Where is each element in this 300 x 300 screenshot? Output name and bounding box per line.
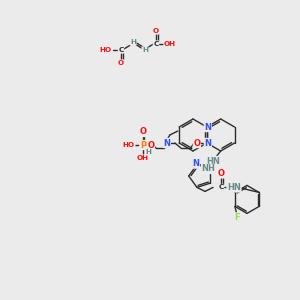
Text: O: O xyxy=(147,140,155,149)
Text: H: H xyxy=(142,47,148,53)
Text: F: F xyxy=(234,213,240,222)
Text: HN: HN xyxy=(227,183,241,192)
Text: N: N xyxy=(193,159,200,168)
Text: OH: OH xyxy=(164,41,176,47)
Text: C: C xyxy=(153,41,159,47)
Text: O: O xyxy=(194,139,200,148)
Text: O: O xyxy=(118,60,124,66)
Text: P: P xyxy=(140,140,146,149)
Text: O: O xyxy=(140,128,146,136)
Text: O: O xyxy=(218,169,224,178)
Text: OH: OH xyxy=(137,155,149,161)
Text: H: H xyxy=(130,39,136,45)
Text: H: H xyxy=(146,149,152,155)
Text: HO: HO xyxy=(99,47,111,53)
Text: C: C xyxy=(218,184,224,190)
Text: NH: NH xyxy=(202,164,215,173)
Text: HO: HO xyxy=(123,142,135,148)
Text: N: N xyxy=(204,139,211,148)
Text: N: N xyxy=(204,122,211,131)
Text: N: N xyxy=(164,139,170,148)
Text: C: C xyxy=(118,47,124,53)
Text: HN: HN xyxy=(206,157,220,166)
Text: O: O xyxy=(153,28,159,34)
